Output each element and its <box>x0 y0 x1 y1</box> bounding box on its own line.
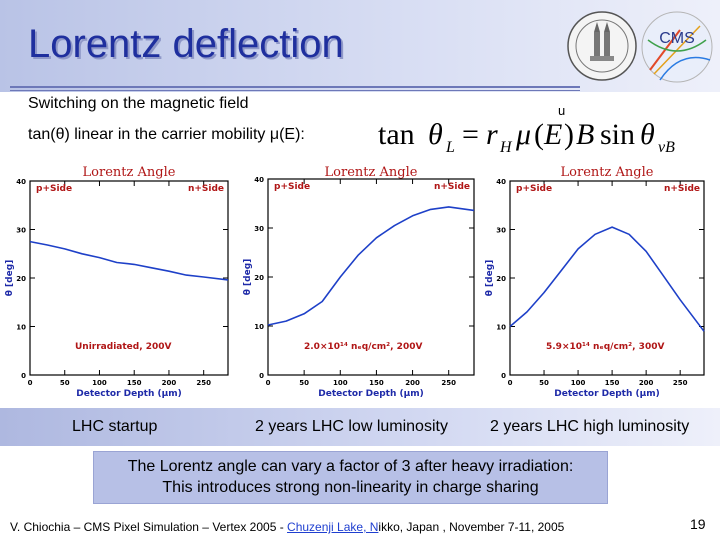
svg-text:H: H <box>499 139 513 156</box>
lorentz-angle-curve <box>29 240 229 281</box>
svg-text:μ: μ <box>515 118 531 151</box>
y-tick-label: 30 <box>496 227 506 235</box>
p-side-label: p+Side <box>36 184 72 194</box>
y-tick-label: 10 <box>16 324 26 332</box>
svg-text:CMS: CMS <box>659 30 695 47</box>
svg-text:B: B <box>576 118 594 151</box>
y-tick-label: 30 <box>254 225 264 233</box>
x-tick-label: 50 <box>299 379 309 387</box>
svg-text:θ: θ <box>428 118 443 151</box>
svg-text:E: E <box>543 118 562 151</box>
x-axis-label: Detector Depth (μm) <box>76 389 181 399</box>
svg-text:sin: sin <box>600 118 635 151</box>
x-axis-label: Detector Depth (μm) <box>554 389 659 399</box>
chart-title: Lorentz Angle <box>83 165 176 180</box>
subtitle: Switching on the magnetic field <box>28 95 249 112</box>
lorentz-angle-curve <box>509 226 705 332</box>
lorentz-angle-curve <box>267 206 475 326</box>
x-axis-label: Detector Depth (μm) <box>318 389 423 399</box>
y-tick-label: 40 <box>254 176 264 184</box>
x-tick-label: 0 <box>508 379 513 387</box>
y-tick-label: 10 <box>496 324 506 332</box>
y-tick-label: 20 <box>254 274 264 282</box>
y-axis-label: θ [deg] <box>5 260 15 297</box>
svg-text:L: L <box>445 139 455 156</box>
lorentz-plot-high-luminosity: Lorentz Angle 0 10 20 30 40 0 50 100 150 200 250 Det… <box>485 165 705 399</box>
svg-text:r: r <box>486 118 498 151</box>
x-tick-label: 50 <box>539 379 549 387</box>
footer: V. Chiochia – CMS Pixel Simulation – Ver… <box>10 520 564 534</box>
conclusion-line-2: This introduces strong non-linearity in … <box>162 479 539 496</box>
x-tick-label: 250 <box>673 379 688 387</box>
x-tick-label: 200 <box>162 379 177 387</box>
footer-text-start: V. Chiochia – CMS Pixel Simulation – Ver… <box>10 520 288 534</box>
x-tick-label: 150 <box>605 379 620 387</box>
university-seal-logo <box>567 11 637 81</box>
y-tick-label: 0 <box>501 372 506 380</box>
fluence-annotation: Unirradiated, 200V <box>75 342 172 352</box>
y-tick-label: 20 <box>496 275 506 283</box>
y-axis-label: θ [deg] <box>243 259 253 296</box>
y-axis-label: θ [deg] <box>485 260 495 297</box>
x-tick-label: 150 <box>127 379 142 387</box>
svg-text:): ) <box>564 118 574 151</box>
x-tick-label: 0 <box>28 379 33 387</box>
y-tick-label: 0 <box>21 372 26 380</box>
y-tick-label: 40 <box>16 178 26 186</box>
y-tick-label: 40 <box>496 178 506 186</box>
x-tick-label: 0 <box>266 379 271 387</box>
chart-title: Lorentz Angle <box>561 165 654 180</box>
x-tick-label: 250 <box>196 379 211 387</box>
svg-text:=: = <box>462 118 479 151</box>
y-tick-label: 0 <box>259 372 264 380</box>
y-tick-label: 20 <box>16 275 26 283</box>
title-rule-top <box>10 86 580 88</box>
caption-high-luminosity: 2 years LHC high luminosity <box>490 418 690 435</box>
title-rule-bottom <box>10 90 580 91</box>
x-tick-label: 100 <box>92 379 107 387</box>
tan-theta-description: tan(θ) linear in the carrier mobility μ(… <box>28 126 305 143</box>
cms-logo: CMS <box>641 11 713 83</box>
chart-title: Lorentz Angle <box>325 165 418 180</box>
footer-text-end: ikko, Japan , November 7-11, 2005 <box>378 520 565 534</box>
svg-text:(: ( <box>534 118 544 151</box>
caption-band <box>0 408 720 446</box>
page-number: 19 <box>690 516 706 532</box>
conclusion-box: The Lorentz angle can vary a factor of 3… <box>93 451 608 504</box>
n-side-label: n+Side <box>664 184 700 194</box>
y-tick-label: 10 <box>254 323 264 331</box>
svg-text:θ: θ <box>640 118 655 151</box>
lorentz-angle-formula: tan θ L = r H μ ( E ) B sin θ vB <box>378 118 675 156</box>
n-side-label: n+Side <box>434 182 470 192</box>
svg-text:vB: vB <box>658 139 675 156</box>
fluence-annotation: 2.0×10¹⁴ nₑq/cm², 200V <box>304 342 422 352</box>
p-side-label: p+Side <box>516 184 552 194</box>
caption-low-luminosity: 2 years LHC low luminosity <box>255 418 448 435</box>
lorentz-plot-low-luminosity: Lorentz Angle 0 10 20 30 40 0 50 100 150 200 250 Det… <box>243 165 475 399</box>
svg-text:tan: tan <box>378 118 415 151</box>
n-side-label: n+Side <box>188 184 224 194</box>
x-tick-label: 200 <box>405 379 420 387</box>
y-tick-label: 30 <box>16 227 26 235</box>
formula-u-mark: u <box>558 103 566 118</box>
lorentz-plot-unirradiated: Lorentz Angle 0 10 20 30 40 0 50 100 150 200 250 Det… <box>5 165 229 399</box>
x-tick-label: 250 <box>441 379 456 387</box>
x-tick-label: 150 <box>369 379 384 387</box>
caption-lhc-startup: LHC startup <box>72 418 158 435</box>
fluence-annotation: 5.9×10¹⁴ nₑq/cm², 300V <box>546 342 664 352</box>
x-tick-label: 50 <box>60 379 70 387</box>
x-tick-label: 200 <box>639 379 654 387</box>
slide-title: Lorentz deflection <box>28 22 344 66</box>
x-tick-label: 100 <box>333 379 348 387</box>
p-side-label: p+Side <box>274 182 310 192</box>
footer-link[interactable]: Chuzenji Lake, N <box>287 520 379 534</box>
conclusion-line-1: The Lorentz angle can vary a factor of 3… <box>127 458 574 475</box>
x-tick-label: 100 <box>571 379 586 387</box>
